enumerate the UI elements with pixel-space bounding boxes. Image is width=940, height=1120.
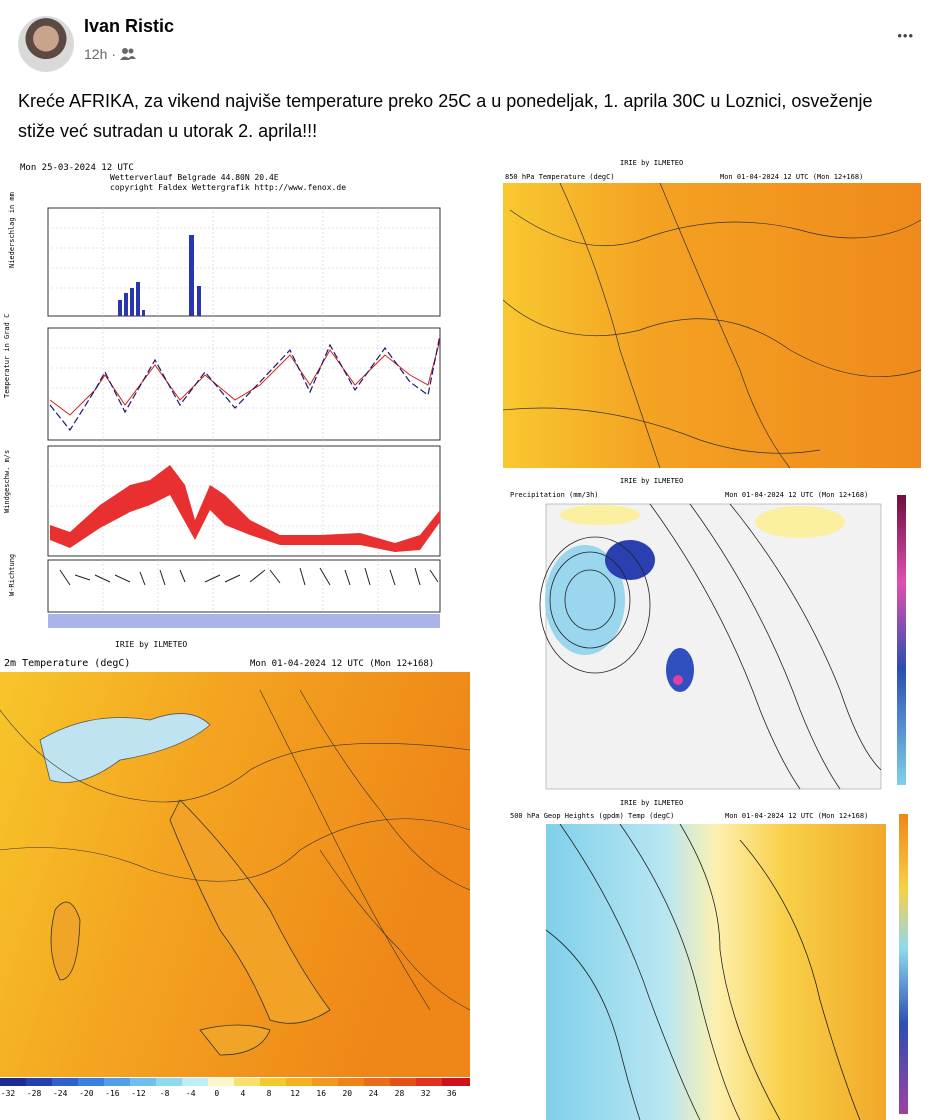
scale-label: -20 bbox=[79, 1089, 94, 1098]
map-source: IRIE by ILMETEO bbox=[620, 159, 683, 167]
audience-icon[interactable] bbox=[120, 47, 137, 61]
scale-label: -16 bbox=[105, 1089, 120, 1098]
post-images: Mon 25-03-2024 12 UTC Wetterverlauf Belg… bbox=[0, 155, 940, 1120]
avatar[interactable] bbox=[18, 16, 74, 72]
post-text: Kreće AFRIKA, za vikend najviše temperat… bbox=[18, 91, 873, 141]
scale-label: 32 bbox=[421, 1089, 431, 1098]
scale-label: 36 bbox=[447, 1089, 457, 1098]
scale-label: 12 bbox=[290, 1089, 300, 1098]
map-date: Mon 01-04-2024 12 UTC (Mon 12+168) bbox=[720, 173, 863, 181]
map-title: Precipitation (mm/3h) bbox=[510, 491, 599, 499]
precipitation-image[interactable]: IRIE by ILMETEO Precipitation (mm/3h) Mo… bbox=[474, 473, 940, 790]
map-title: 2m Temperature (degC) bbox=[4, 658, 130, 669]
map-source: IRIE by ILMETEO bbox=[620, 799, 683, 807]
meteogram-location: Wetterverlauf Belgrade 44.80N 20.4E bbox=[110, 173, 279, 182]
map-date: Mon 01-04-2024 12 UTC (Mon 12+168) bbox=[725, 491, 868, 499]
scale-label: 4 bbox=[240, 1089, 245, 1098]
scale-label: 16 bbox=[316, 1089, 326, 1098]
scale-label: -32 bbox=[1, 1089, 16, 1098]
t850-image[interactable]: IRIE by ILMETEO 850 hPa Temperature (deg… bbox=[474, 155, 940, 470]
color-scale bbox=[0, 1078, 470, 1086]
temperature-2m-image[interactable]: IRIE by ILMETEO 2m Temperature (degC) Mo… bbox=[0, 632, 471, 1100]
scale-label: 8 bbox=[267, 1089, 272, 1098]
post-meta: 12h · bbox=[84, 46, 137, 62]
meteogram-copyright: copyright Faldex Wettergrafik http://www… bbox=[110, 183, 346, 192]
panel-label: Windgeschw. m/s bbox=[3, 450, 11, 513]
map-title: 500 hPa Geop Heights (gpdm) Temp (degC) bbox=[510, 812, 674, 820]
meteogram-date: Mon 25-03-2024 12 UTC bbox=[20, 163, 134, 173]
more-button[interactable]: ••• bbox=[897, 28, 914, 43]
meteogram-image[interactable]: Mon 25-03-2024 12 UTC Wetterverlauf Belg… bbox=[0, 155, 470, 630]
scale-label: -12 bbox=[131, 1089, 146, 1098]
map-title: 850 hPa Temperature (degC) bbox=[505, 173, 615, 181]
scale-label: -4 bbox=[186, 1089, 196, 1098]
map-source: IRIE by ILMETEO bbox=[115, 640, 187, 649]
scale-label: 20 bbox=[342, 1089, 352, 1098]
separator: · bbox=[111, 46, 117, 62]
panel-label: W-Richtung bbox=[8, 554, 16, 596]
scale-label: 24 bbox=[369, 1089, 379, 1098]
scale-label: 0 bbox=[214, 1089, 219, 1098]
scale-label: 28 bbox=[395, 1089, 405, 1098]
panel-label: Niederschlag in mm bbox=[8, 192, 16, 268]
author-name[interactable]: Ivan Ristic bbox=[84, 16, 175, 36]
map-source: IRIE by ILMETEO bbox=[620, 477, 683, 485]
scale-label: -8 bbox=[160, 1089, 170, 1098]
post-time[interactable]: 12h bbox=[84, 46, 108, 62]
map-date: Mon 01-04-2024 12 UTC (Mon 12+168) bbox=[250, 659, 434, 669]
z500-image[interactable]: IRIE by ILMETEO 500 hPa Geop Heights (gp… bbox=[474, 793, 940, 1120]
map-date: Mon 01-04-2024 12 UTC (Mon 12+168) bbox=[725, 812, 868, 820]
scale-label: -28 bbox=[27, 1089, 42, 1098]
panel-label: Temperatur in Grad C bbox=[3, 314, 11, 398]
scale-label: -24 bbox=[53, 1089, 68, 1098]
